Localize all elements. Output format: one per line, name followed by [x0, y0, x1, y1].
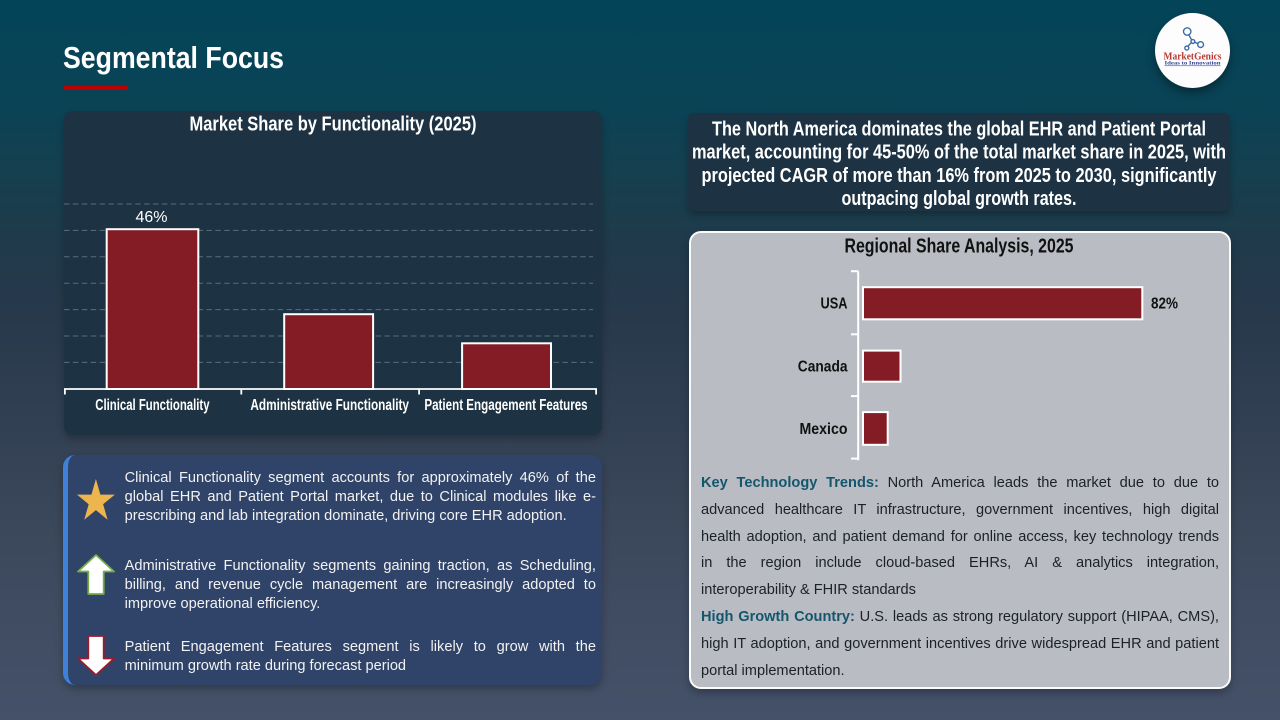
svg-text:82%: 82%	[1151, 296, 1178, 313]
svg-text:market, accounting for 45-50%: market, accounting for 45-50% of the tot…	[692, 141, 1226, 163]
svg-text:Ideas to Innovation: Ideas to Innovation	[1165, 60, 1221, 66]
svg-text:outpacing global growth rates.: outpacing global growth rates.	[842, 188, 1077, 210]
svg-text:MarketGenics: MarketGenics	[1164, 51, 1222, 62]
svg-text:The North America dominates th: The North America dominates the global E…	[712, 118, 1206, 140]
svg-text:Administrative Functionality: Administrative Functionality	[250, 397, 409, 414]
svg-text:Canada: Canada	[798, 358, 848, 375]
svg-text:Market Share by Functionality: Market Share by Functionality (2025)	[190, 114, 477, 136]
svg-text:Segmental Focus: Segmental Focus	[63, 40, 284, 75]
svg-text:Regional Share Analysis, 2025: Regional Share Analysis, 2025	[845, 236, 1074, 258]
svg-text:46%: 46%	[135, 209, 167, 226]
svg-text:Mexico: Mexico	[800, 421, 848, 438]
svg-text:projected CAGR of more than 16: projected CAGR of more than 16% from 202…	[702, 164, 1218, 186]
svg-text:USA: USA	[821, 296, 848, 313]
svg-text:Clinical Functionality: Clinical Functionality	[95, 397, 210, 414]
svg-text:Patient Engagement Features: Patient Engagement Features	[424, 397, 587, 414]
